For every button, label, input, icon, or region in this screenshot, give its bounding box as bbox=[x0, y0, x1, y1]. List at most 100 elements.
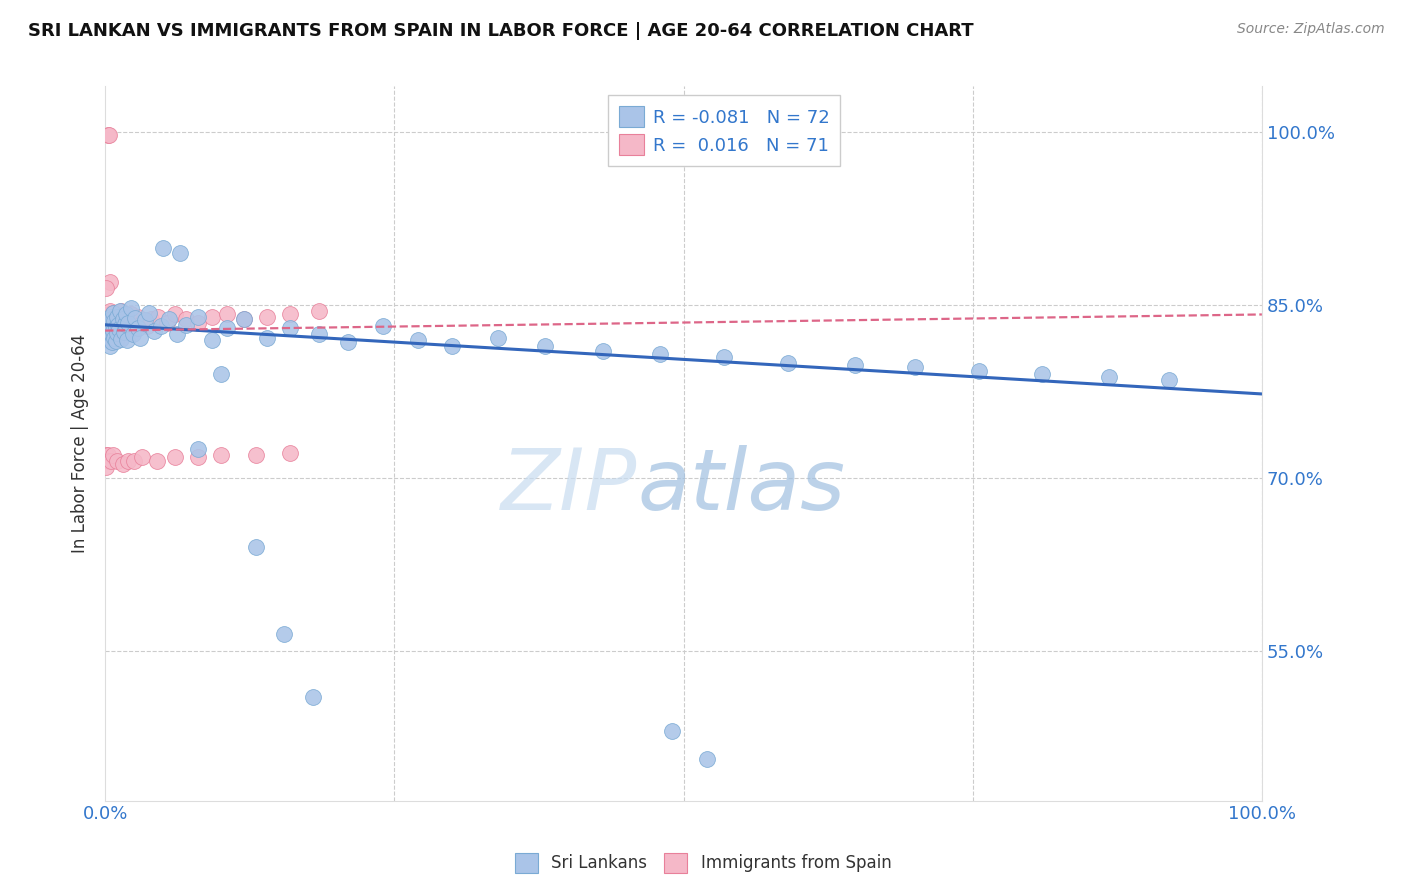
Point bbox=[117, 312, 139, 326]
Point bbox=[117, 454, 139, 468]
Point bbox=[1098, 369, 1121, 384]
Point bbox=[114, 317, 136, 331]
Point bbox=[101, 310, 124, 324]
Point bbox=[100, 330, 122, 344]
Point bbox=[105, 454, 128, 468]
Point bbox=[103, 324, 125, 338]
Point bbox=[114, 310, 136, 324]
Point bbox=[245, 448, 267, 462]
Point bbox=[97, 333, 120, 347]
Point bbox=[201, 333, 224, 347]
Point bbox=[302, 690, 325, 704]
Point bbox=[592, 344, 614, 359]
Point bbox=[96, 448, 118, 462]
Point bbox=[152, 241, 174, 255]
Point bbox=[103, 330, 125, 344]
Point bbox=[96, 314, 118, 328]
Point bbox=[96, 318, 118, 333]
Point bbox=[97, 326, 120, 341]
Point bbox=[138, 306, 160, 320]
Point bbox=[187, 442, 209, 457]
Point bbox=[187, 316, 209, 330]
Point bbox=[104, 334, 127, 348]
Point bbox=[105, 310, 128, 324]
Point bbox=[110, 304, 132, 318]
Point bbox=[129, 330, 152, 344]
Point bbox=[278, 446, 301, 460]
Point bbox=[441, 338, 464, 352]
Legend: R = -0.081   N = 72, R =  0.016   N = 71: R = -0.081 N = 72, R = 0.016 N = 71 bbox=[607, 95, 841, 166]
Point bbox=[111, 457, 134, 471]
Legend: Sri Lankans, Immigrants from Spain: Sri Lankans, Immigrants from Spain bbox=[508, 847, 898, 880]
Point bbox=[122, 316, 145, 330]
Point bbox=[97, 316, 120, 330]
Point bbox=[103, 326, 125, 341]
Point bbox=[256, 310, 278, 324]
Point bbox=[107, 308, 129, 322]
Point bbox=[278, 321, 301, 335]
Point bbox=[96, 330, 118, 344]
Point bbox=[101, 321, 124, 335]
Point bbox=[1031, 368, 1053, 382]
Point bbox=[201, 310, 224, 324]
Point bbox=[96, 281, 118, 295]
Text: Source: ZipAtlas.com: Source: ZipAtlas.com bbox=[1237, 22, 1385, 37]
Point bbox=[108, 321, 131, 335]
Point bbox=[215, 321, 238, 335]
Point bbox=[122, 326, 145, 341]
Point bbox=[127, 321, 149, 335]
Point bbox=[96, 310, 118, 324]
Point bbox=[308, 326, 330, 341]
Point bbox=[308, 304, 330, 318]
Point bbox=[844, 358, 866, 372]
Point bbox=[96, 324, 118, 338]
Point bbox=[104, 320, 127, 334]
Point bbox=[103, 321, 125, 335]
Point bbox=[135, 318, 157, 333]
Point bbox=[131, 316, 153, 330]
Point bbox=[120, 308, 142, 322]
Point bbox=[169, 246, 191, 260]
Point bbox=[105, 326, 128, 341]
Point bbox=[98, 310, 121, 324]
Point bbox=[107, 318, 129, 332]
Point bbox=[124, 310, 146, 325]
Point bbox=[174, 318, 197, 332]
Point bbox=[148, 310, 170, 324]
Point bbox=[96, 318, 118, 333]
Point bbox=[101, 335, 124, 350]
Point bbox=[110, 332, 132, 346]
Y-axis label: In Labor Force | Age 20-64: In Labor Force | Age 20-64 bbox=[72, 334, 89, 553]
Point bbox=[371, 318, 394, 333]
Point bbox=[650, 346, 672, 360]
Point bbox=[245, 540, 267, 554]
Point bbox=[111, 324, 134, 338]
Point bbox=[100, 312, 122, 326]
Point bbox=[163, 450, 186, 465]
Point bbox=[174, 312, 197, 326]
Point bbox=[120, 301, 142, 315]
Point bbox=[131, 450, 153, 465]
Point bbox=[103, 448, 125, 462]
Point bbox=[696, 752, 718, 766]
Point bbox=[101, 333, 124, 347]
Point bbox=[163, 308, 186, 322]
Point bbox=[209, 368, 232, 382]
Point bbox=[115, 308, 138, 322]
Point bbox=[166, 326, 188, 341]
Point bbox=[127, 310, 149, 324]
Point bbox=[112, 316, 135, 330]
Point bbox=[103, 314, 125, 328]
Point bbox=[337, 335, 360, 350]
Point bbox=[98, 304, 121, 318]
Point bbox=[96, 448, 118, 462]
Point bbox=[187, 450, 209, 465]
Point bbox=[256, 330, 278, 344]
Point bbox=[233, 312, 256, 326]
Point bbox=[98, 338, 121, 352]
Point bbox=[278, 308, 301, 322]
Point bbox=[111, 312, 134, 326]
Point bbox=[100, 326, 122, 341]
Point bbox=[98, 321, 121, 335]
Point bbox=[96, 128, 118, 142]
